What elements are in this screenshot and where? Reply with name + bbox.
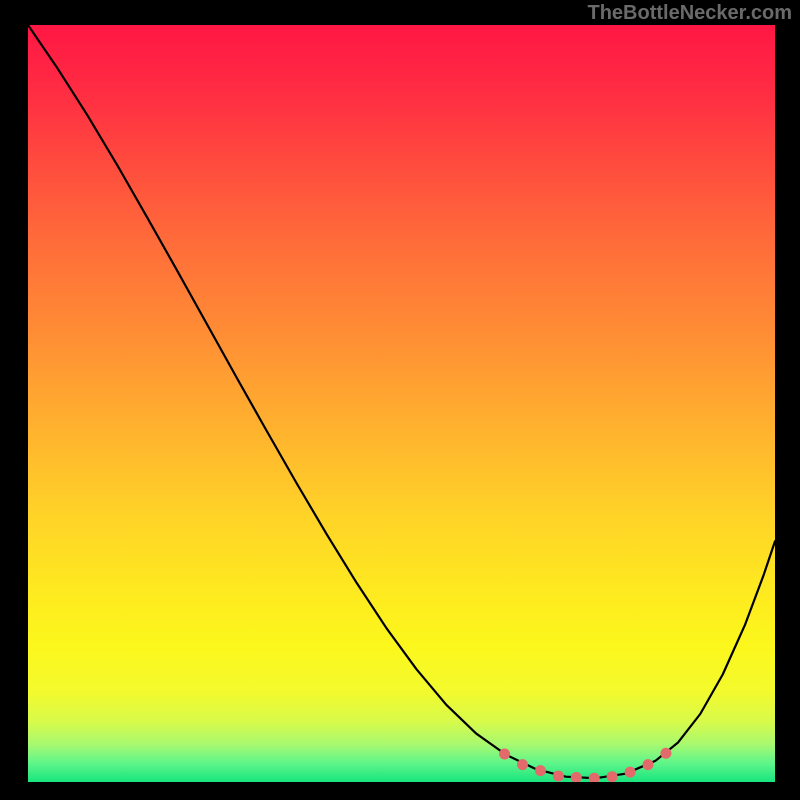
bead-marker (553, 770, 564, 781)
bead-marker (625, 767, 636, 778)
plot-area (28, 25, 775, 782)
bead-marker (607, 771, 618, 782)
bead-marker (517, 759, 528, 770)
bead-marker (643, 759, 654, 770)
bead-marker (499, 748, 510, 759)
bottleneck-curve (28, 25, 775, 778)
bead-marker (571, 772, 582, 782)
watermark-text: TheBottleNecker.com (587, 2, 792, 25)
bead-marker (660, 748, 671, 759)
bead-marker (535, 765, 546, 776)
bead-marker (589, 773, 600, 782)
curve-layer (28, 25, 775, 782)
